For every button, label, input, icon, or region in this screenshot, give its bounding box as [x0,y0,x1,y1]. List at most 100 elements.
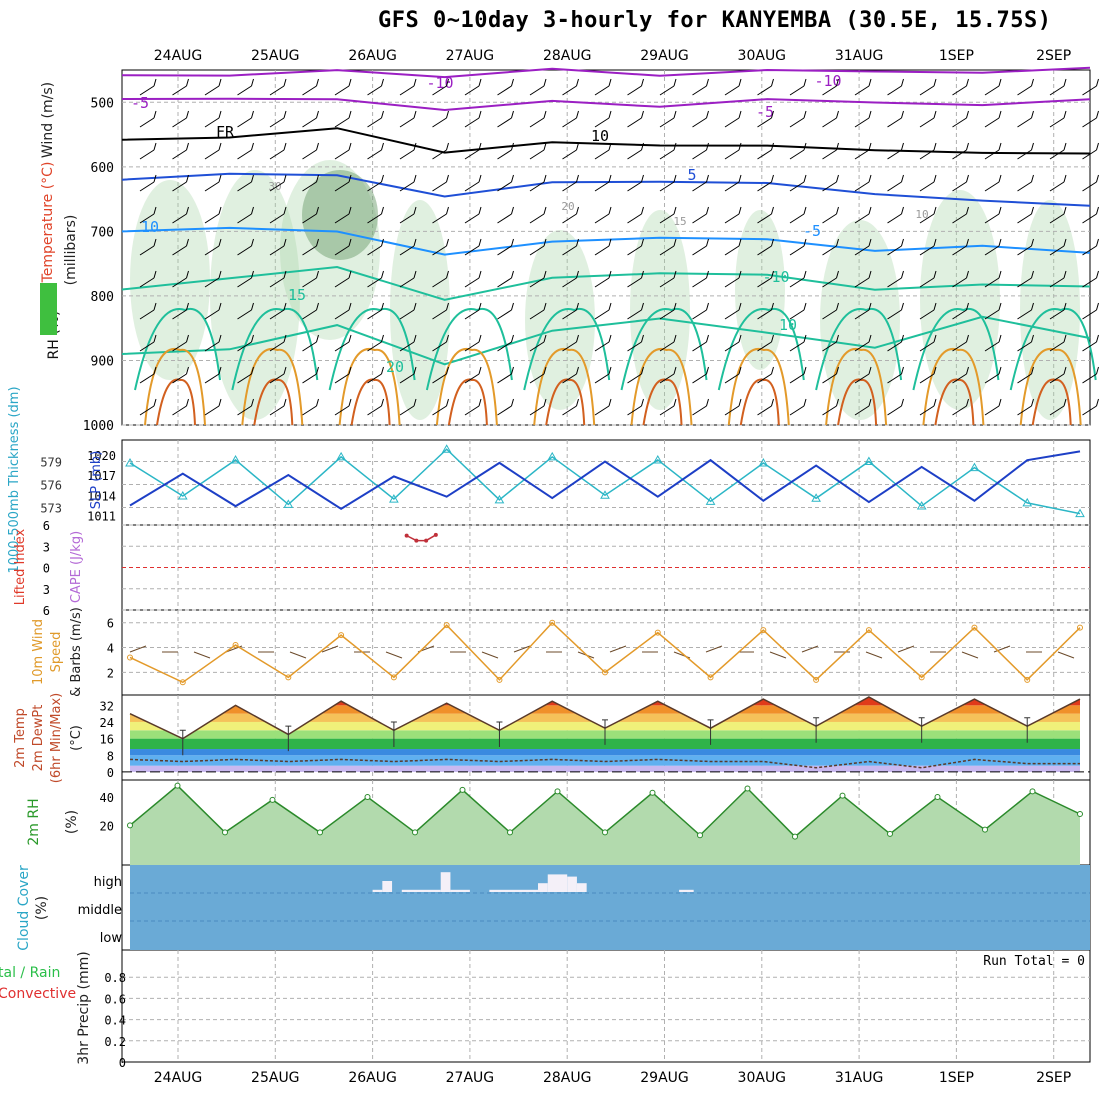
rh-marker [317,829,323,836]
wind-barb [529,398,547,416]
wind-barb [692,142,709,160]
wind-barb [1017,110,1034,128]
contour-label: 10 [915,208,928,221]
temp-contour-30 [642,378,683,426]
lifted-index-tick-label: 0 [43,562,50,576]
wind-barb [172,110,189,128]
wind-barb [139,366,157,384]
wind-barb [952,206,969,224]
wind-barb [594,206,612,224]
wind-barb [497,398,514,416]
wind-barb [594,270,612,288]
temp-band [130,749,1080,756]
rh-marker [839,792,846,799]
wind-barb [659,110,677,128]
cloud-level-label-high: high [94,875,122,890]
lifted-index-tick-label: 3 [43,540,50,554]
rh-unit-label: (%) [64,810,80,834]
wind-barb [659,270,677,288]
wind-barb [594,174,612,192]
wind-barb [724,302,742,320]
wind-barb [627,238,644,256]
thickness-marker [705,496,716,505]
wind-barb [984,110,1002,128]
wind-barb [139,174,157,192]
date-label-bottom: 28AUG [543,1070,592,1086]
rh-shading [390,200,450,420]
slp-axis-label: SLP (mb) [89,451,104,510]
10m-wind-marker [338,632,345,639]
wind-barb [302,366,319,384]
wind-barb [822,334,839,352]
thickness-marker [600,490,610,499]
contour-label: -10 [762,268,789,286]
wind-barb [204,398,222,416]
10m-wind-marker [707,674,714,681]
wind-barb [1017,302,1034,320]
wind-barb [269,110,287,128]
wind-barb [1082,334,1099,352]
10m-wind-marker [549,619,556,626]
thickness-marker [916,500,927,510]
date-label-bottom: 27AUG [446,1070,495,1086]
temp-contour-30 [739,378,780,426]
10m-wind-barb [801,645,819,653]
wind-barb [822,302,839,320]
temp-contour-30 [350,378,391,426]
10m-wind-marker [390,674,397,681]
rh-marker [364,794,371,800]
wind-barb [399,78,417,96]
10m-wind-marker [1077,624,1083,631]
rh-marker [697,832,703,839]
minmax-bar [813,717,820,743]
pressure-tick-label: 500 [91,96,114,111]
10m-wind-marker [971,624,978,631]
wind-barb [204,206,222,224]
rh-marker [792,833,798,840]
contour-label: 10 [779,316,797,334]
wind-barb [659,366,677,384]
10m-wind-barb [129,645,147,653]
rh-shading-dark [302,170,378,260]
wind-barb [887,398,904,416]
temp-axis-label-2: 2m DewPt [31,705,46,772]
wind-barb [562,142,579,160]
rh-marker [174,782,181,789]
pressure-tick-label: 600 [91,161,114,176]
temp-tick-label: 16 [100,733,114,747]
wind-barb [399,302,417,320]
thickness-marker [441,444,452,453]
wind-barb [789,142,807,160]
lifted-index-tick-label: 6 [43,604,50,618]
rh-marker [507,829,513,836]
temp-tick-label: 8 [107,749,114,763]
cloud-level-label-middle: middle [78,903,122,918]
wind-barb [497,334,514,352]
temp-contour-25 [533,347,596,426]
rh-marker [1029,788,1036,795]
wind-barb [757,302,774,320]
wind-barb [952,78,969,96]
wind-barb [659,238,677,256]
wind-barb [464,398,482,416]
wind-barb [529,238,547,256]
wind-barb [237,334,254,352]
cape-line [406,534,437,542]
10m-wind-barb [993,645,1011,653]
wind-barb [692,366,709,384]
wind-barb [562,334,579,352]
wind-barb [724,334,742,352]
10m-wind-barb [193,651,211,659]
temp-contour-30 [447,378,488,426]
wind-barb [1082,142,1099,160]
wind-barb [919,206,937,224]
wind-barb [1017,174,1034,192]
wind-barb [854,142,872,160]
rh-marker [459,786,466,793]
10m-wind-marker [179,679,186,686]
wind-barb [594,398,612,416]
temp-band [130,705,1080,714]
wind-barb [302,78,319,96]
date-label-top: 29AUG [640,48,689,64]
high-cloud-bar [547,874,568,892]
